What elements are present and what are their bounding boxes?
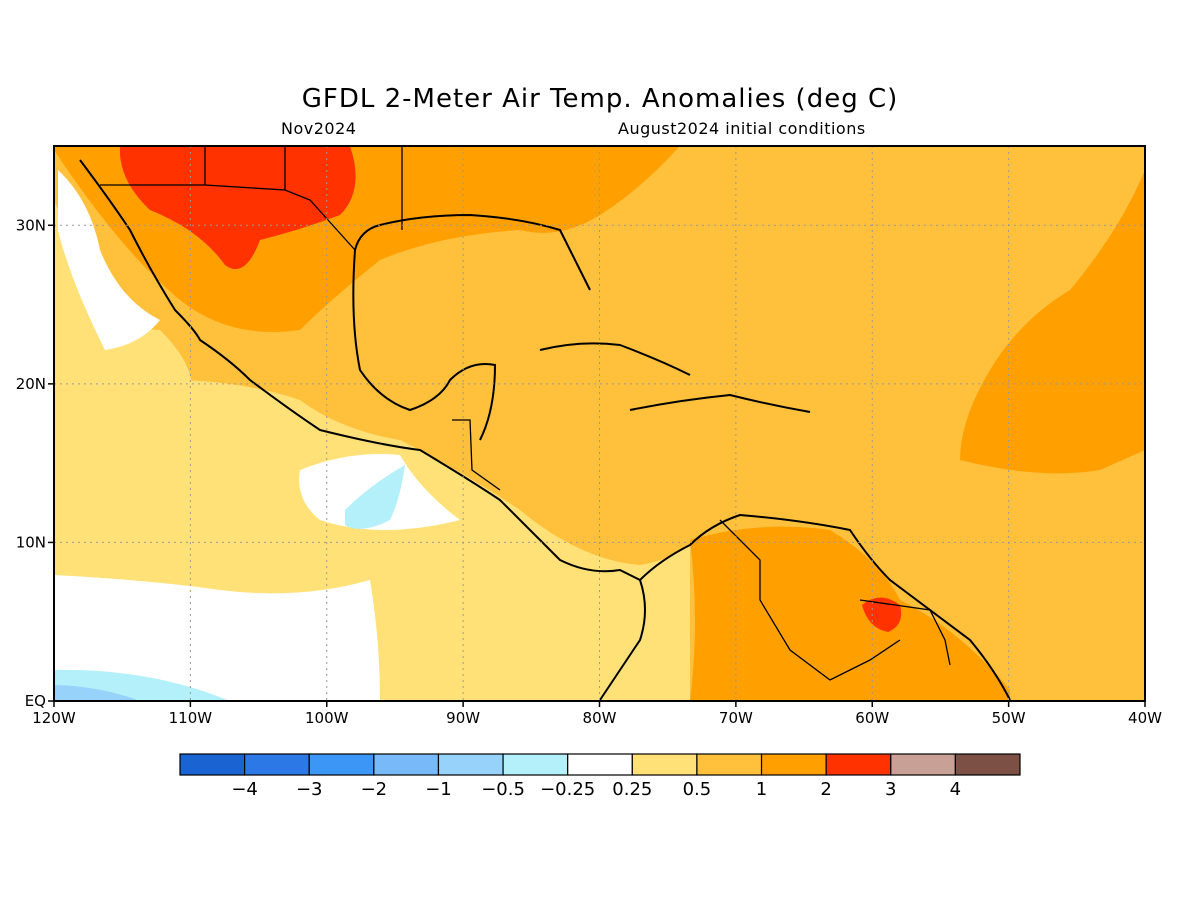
coastlines	[79, 159, 1011, 701]
colorbar-swatch	[760, 753, 827, 776]
valid-month-label: Nov2024	[281, 119, 357, 138]
y-axis: EQ 10N 20N 30N	[16, 216, 54, 710]
shading-1-2	[690, 526, 1010, 701]
colorbar-label: −1	[425, 779, 452, 800]
colorbar-label: −3	[296, 779, 323, 800]
y-tick-label: 10N	[16, 533, 46, 551]
colorbar-swatch	[502, 753, 569, 776]
colorbar-swatch	[890, 753, 956, 776]
y-tick-label: EQ	[25, 692, 46, 710]
x-tick-label: 50W	[992, 709, 1026, 727]
country-borders	[100, 146, 951, 681]
chart-title: GFDL 2-Meter Air Temp. Anomalies (deg C)	[301, 84, 899, 114]
init-conditions-label: August2024 initial conditions	[618, 119, 866, 138]
colorbar-label: −2	[361, 779, 388, 800]
colorbar-swatch	[179, 753, 246, 776]
y-tick-label: 20N	[16, 375, 46, 393]
shading-neg-0.5	[54, 685, 140, 701]
colorbar-label: 2	[820, 779, 831, 800]
shading-2-3	[862, 597, 902, 632]
colorbar-label: −0.25	[540, 779, 595, 800]
shading-near-zero	[58, 170, 160, 350]
lat-lon-grid	[54, 146, 1145, 701]
x-tick-label: 100W	[305, 709, 349, 727]
colorbar-swatch	[696, 753, 763, 776]
colorbar-label: −4	[231, 779, 258, 800]
x-tick-label: 120W	[32, 709, 76, 727]
colorbar-swatch	[567, 753, 633, 776]
shading-neg-0.25	[345, 465, 405, 529]
colorbar: −4 −3 −2 −1 −0.5 −0.25 0.25 0.5 1 2 3 4	[179, 753, 1021, 800]
y-tick-label: 30N	[16, 216, 46, 234]
anomaly-shading	[54, 146, 1145, 701]
colorbar-label: 3	[885, 779, 896, 800]
colorbar-swatch	[373, 753, 440, 776]
shading-0.25-0.5	[54, 200, 192, 414]
colorbar-label: 0.5	[683, 779, 712, 800]
shading-1-2	[960, 170, 1145, 474]
shading-near-zero	[54, 575, 380, 701]
x-tick-label: 80W	[583, 709, 617, 727]
shading-2-3	[119, 146, 356, 270]
colorbar-label: 4	[950, 779, 961, 800]
colorbar-label: 1	[756, 779, 767, 800]
x-tick-label: 110W	[169, 709, 213, 727]
colorbar-swatch	[631, 753, 698, 776]
x-tick-label: 60W	[855, 709, 889, 727]
x-tick-label: 70W	[719, 709, 753, 727]
colorbar-label: −0.5	[481, 779, 525, 800]
colorbar-swatch	[437, 753, 504, 776]
x-axis: 120W 110W 100W 90W 80W 70W 60W 50W 40W	[32, 701, 1162, 727]
x-tick-label: 90W	[446, 709, 480, 727]
colorbar-label: 0.25	[612, 779, 652, 800]
colorbar-swatch	[308, 753, 375, 776]
colorbar-swatch	[954, 753, 1021, 776]
x-tick-label: 40W	[1128, 709, 1162, 727]
colorbar-swatch	[244, 753, 310, 776]
colorbar-swatch	[825, 753, 892, 776]
